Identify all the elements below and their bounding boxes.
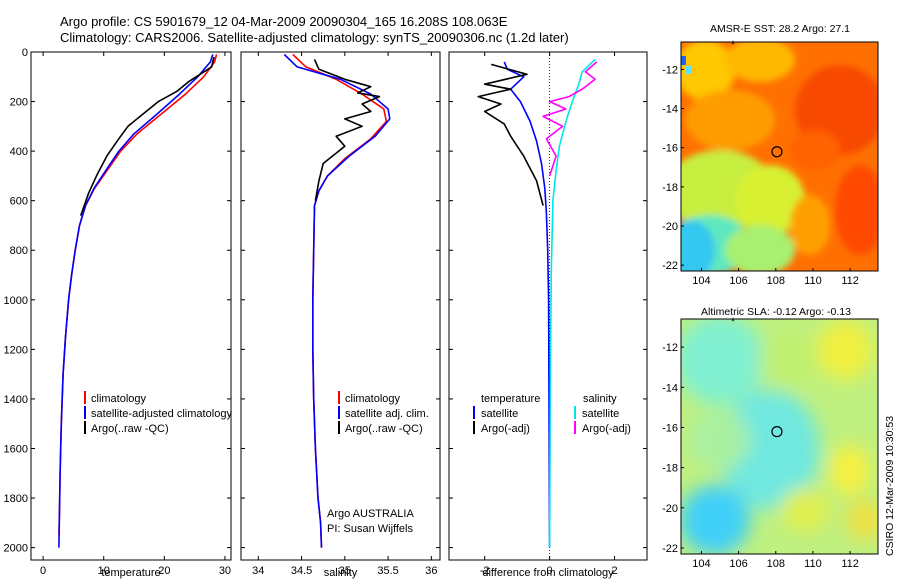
y-tick-label: 1400 xyxy=(4,394,28,406)
series-line-satellite-adj-clim- xyxy=(283,53,391,548)
axes-frame xyxy=(448,51,648,561)
legend-label: Argo(-adj) xyxy=(582,423,631,435)
series-line-salinity-argo-adj- xyxy=(542,61,598,177)
axes-frame xyxy=(30,51,232,561)
map-y-tick-label: -16 xyxy=(662,143,678,155)
temperature-panel: 0 10 20 30 temperature 0 200 400 600 800 1000 1200 1… xyxy=(4,47,232,579)
series-line-salinity-satellite xyxy=(548,58,596,548)
x-tick-label: 36 xyxy=(425,565,437,577)
map-y-tick-label: -14 xyxy=(662,382,678,394)
map-x-tick-label: 106 xyxy=(729,275,747,287)
argo-location-marker xyxy=(771,426,783,438)
map-x-tick-label: 104 xyxy=(692,275,710,287)
map-y-tick-label: -16 xyxy=(662,422,678,434)
salinity-legend: climatology satellite adj. clim. Argo(..… xyxy=(327,391,429,535)
legend-label: Argo(-adj) xyxy=(481,423,530,435)
credit-stamp: CSIRO 12-Mar-2009 10:30:53 xyxy=(884,416,896,556)
map-y-tick-label: -12 xyxy=(662,64,678,76)
x-tick-label: 35.5 xyxy=(377,565,398,577)
map-star-marker: * xyxy=(731,39,736,51)
series-line-climatology xyxy=(292,53,388,548)
map-x-tick-label: 108 xyxy=(767,558,785,570)
map-y-tick-label: -12 xyxy=(662,342,678,354)
salinity-panel: 34 34.5 35 35.5 36 salinity xyxy=(240,51,441,579)
map-y-tick-label: -18 xyxy=(662,182,678,194)
series-line-temperature-satellite xyxy=(503,61,551,548)
y-tick-label: 1000 xyxy=(4,295,28,307)
map-x-tick-label: 104 xyxy=(692,558,710,570)
legend-title-temperature: temperature xyxy=(481,393,540,405)
y-tick-label: 1600 xyxy=(4,443,28,455)
map-x-tick-label: 112 xyxy=(841,275,859,287)
map-y-tick-label: -20 xyxy=(662,503,678,515)
sst-map-title: AMSR-E SST: 28.2 Argo: 27.1 xyxy=(710,23,850,35)
legend-label: satellite xyxy=(582,408,619,420)
y-tick-label: 1800 xyxy=(4,493,28,505)
legend-label: satellite-adjusted climatology xyxy=(91,408,232,420)
sla-map xyxy=(681,319,878,554)
series-line-satellite-adjusted-climatology xyxy=(58,54,214,548)
x-axis-label: temperature xyxy=(101,567,160,579)
x-tick-label: -2 xyxy=(480,565,490,577)
series-line-argo-raw-qc- xyxy=(79,56,215,216)
map-star-marker: * xyxy=(731,316,736,328)
header-line-1: Argo profile: CS 5901679_12 04-Mar-2009 … xyxy=(60,14,508,29)
x-axis-label: difference from climatology xyxy=(482,567,614,579)
map-x-tick-label: 106 xyxy=(729,558,747,570)
y-tick-label: 400 xyxy=(10,146,28,158)
sst-map-axes: 104 106 108 110 112 -12 -14 -16 -18 -20 -22 * xyxy=(662,39,859,287)
x-tick-label: 20 xyxy=(158,565,170,577)
sla-map-axes: 104 106 108 110 112 -12 -14 -16 -18 -20 -22 * xyxy=(662,316,859,570)
x-tick-label: 0 xyxy=(547,565,553,577)
map-x-tick-label: 110 xyxy=(804,558,822,570)
argo-owner-note: Argo AUSTRALIA xyxy=(327,508,414,520)
axes-frame xyxy=(240,51,441,561)
map-x-tick-label: 108 xyxy=(767,275,785,287)
legend-label: climatology xyxy=(345,393,401,405)
series-line-argo-raw-qc- xyxy=(313,59,381,201)
legend-label: satellite xyxy=(481,408,518,420)
y-tick-label: 200 xyxy=(10,97,28,109)
map-x-tick-label: 110 xyxy=(804,275,822,287)
y-tick-label: 800 xyxy=(10,245,28,257)
x-tick-label: 2 xyxy=(611,565,617,577)
legend-title-salinity: salinity xyxy=(583,393,617,405)
argo-pi-note: PI: Susan Wijffels xyxy=(327,523,413,535)
map-y-tick-label: -22 xyxy=(662,543,678,555)
header-line-2: Climatology: CARS2006. Satellite-adjuste… xyxy=(60,30,569,45)
map-y-tick-label: -20 xyxy=(662,221,678,233)
y-tick-label: 0 xyxy=(22,47,28,59)
map-x-tick-label: 112 xyxy=(841,558,859,570)
legend-label: Argo(..raw -QC) xyxy=(91,423,169,435)
argo-location-marker xyxy=(771,146,783,158)
difference-legend: temperature satellite Argo(-adj) salinit… xyxy=(473,393,631,435)
y-tick-label: 2000 xyxy=(4,543,28,555)
legend-label: climatology xyxy=(91,393,147,405)
x-axis-label: salinity xyxy=(324,567,358,579)
temperature-legend: climatology satellite-adjusted climatolo… xyxy=(84,391,232,435)
legend-label: satellite adj. clim. xyxy=(345,408,429,420)
x-tick-label: 30 xyxy=(219,565,231,577)
sla-map-title: Altimetric SLA: -0.12 Argo: -0.13 xyxy=(701,306,851,318)
x-tick-label: 34.5 xyxy=(291,565,312,577)
map-y-tick-label: -14 xyxy=(662,104,678,116)
x-tick-label: 0 xyxy=(40,565,46,577)
series-line-temperature-argo-adj- xyxy=(477,63,544,206)
y-tick-label: 600 xyxy=(10,196,28,208)
y-tick-label: 1200 xyxy=(4,344,28,356)
map-y-tick-label: -18 xyxy=(662,463,678,475)
sst-map xyxy=(681,42,878,271)
map-y-tick-label: -22 xyxy=(662,260,678,272)
x-tick-label: 34 xyxy=(252,565,264,577)
series-line-climatology xyxy=(58,54,218,536)
legend-label: Argo(..raw -QC) xyxy=(345,423,423,435)
x-tick-label: 10 xyxy=(98,565,110,577)
x-tick-label: 35 xyxy=(339,565,351,577)
